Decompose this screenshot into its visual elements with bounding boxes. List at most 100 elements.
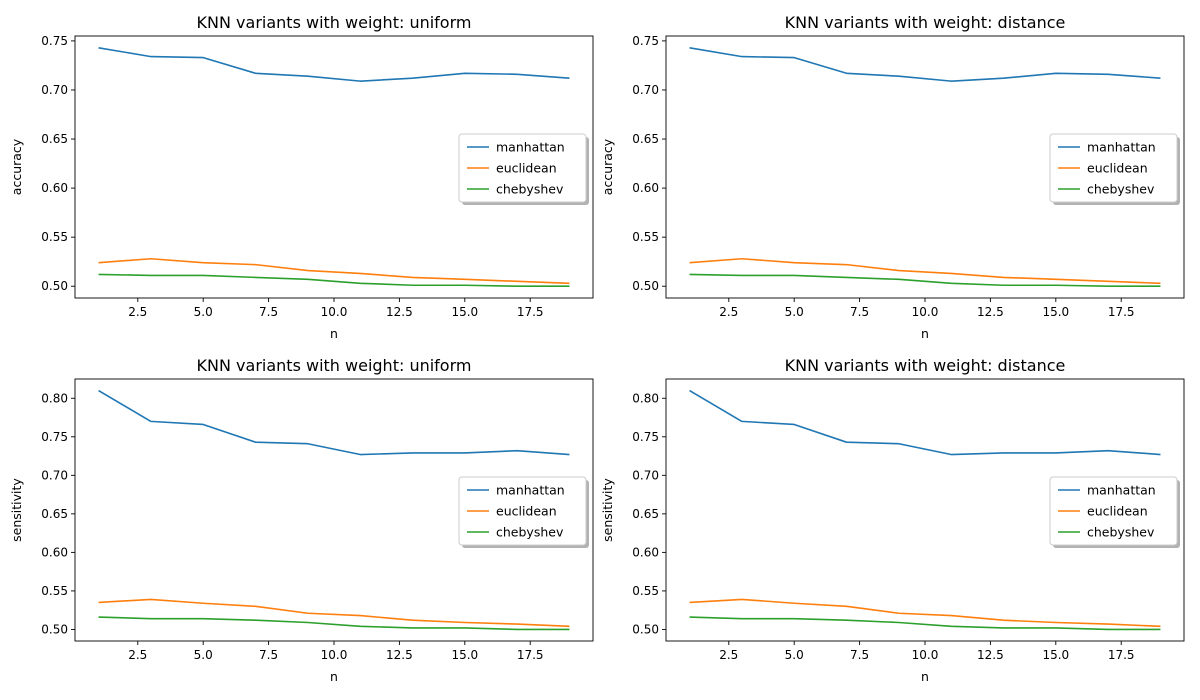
y-axis-label: accuracy <box>600 138 615 195</box>
series-line-chebyshev <box>689 616 1161 631</box>
series-line-euclidean <box>98 598 570 628</box>
x-tick-label: 5.0 <box>785 305 804 319</box>
y-tick-label: 0.50 <box>41 622 68 636</box>
series-line-manhattan <box>98 46 570 82</box>
series-line-chebyshev <box>98 616 570 631</box>
series-line-euclidean <box>689 598 1161 628</box>
x-tick-label: 5.0 <box>194 648 213 662</box>
x-tick-label: 15.0 <box>1042 648 1069 662</box>
x-tick-label: 15.0 <box>1042 305 1069 319</box>
chart-panel: KNN variants with weight: uniform 2.5 5.0 7… <box>9 13 594 341</box>
chart-title: KNN variants with weight: uniform <box>197 356 472 375</box>
y-tick-label: 0.60 <box>632 181 659 195</box>
x-tick-label: 2.5 <box>128 305 147 319</box>
x-tick-label: 17.5 <box>1108 648 1135 662</box>
legend-box <box>458 476 587 546</box>
x-tick-label: 17.5 <box>517 648 544 662</box>
x-axis-label: n <box>921 326 929 341</box>
y-tick-label: 0.55 <box>41 584 68 598</box>
x-tick-label: 7.5 <box>259 305 278 319</box>
chart-title: KNN variants with weight: uniform <box>197 13 472 32</box>
x-tick-label: 7.5 <box>259 648 278 662</box>
y-tick-label: 0.55 <box>632 584 659 598</box>
x-tick-label: 10.0 <box>321 305 348 319</box>
legend-box <box>1049 133 1178 203</box>
series-line-chebyshev <box>689 273 1161 288</box>
y-tick-label: 0.60 <box>41 181 68 195</box>
chart-title: KNN variants with weight: distance <box>785 13 1066 32</box>
y-tick-label: 0.50 <box>632 622 659 636</box>
x-axis-label: n <box>330 669 338 684</box>
x-tick-label: 15.0 <box>451 305 478 319</box>
x-tick-label: 5.0 <box>785 648 804 662</box>
legend-label-euclidean: euclidean <box>1087 161 1148 176</box>
y-tick-label: 0.70 <box>41 83 68 97</box>
y-tick-label: 0.50 <box>632 279 659 293</box>
y-axis-label: sensitivity <box>9 478 24 542</box>
y-tick-label: 0.55 <box>41 230 68 244</box>
legend-label-chebyshev: chebyshev <box>1087 182 1155 197</box>
legend-label-manhattan: manhattan <box>496 483 565 498</box>
legend-label-euclidean: euclidean <box>496 504 557 519</box>
x-tick-label: 2.5 <box>719 305 738 319</box>
y-tick-label: 0.60 <box>632 545 659 559</box>
y-tick-label: 0.70 <box>41 468 68 482</box>
y-tick-label: 0.60 <box>41 545 68 559</box>
x-tick-label: 17.5 <box>1108 305 1135 319</box>
legend-label-manhattan: manhattan <box>496 140 565 155</box>
x-tick-label: 10.0 <box>321 648 348 662</box>
y-axis-label: sensitivity <box>600 478 615 542</box>
y-tick-label: 0.65 <box>632 507 659 521</box>
y-tick-label: 0.75 <box>632 430 659 444</box>
x-tick-label: 17.5 <box>517 305 544 319</box>
chart-title: KNN variants with weight: distance <box>785 356 1066 375</box>
legend-label-euclidean: euclidean <box>1087 504 1148 519</box>
x-tick-label: 2.5 <box>128 648 147 662</box>
y-axis-label: accuracy <box>9 138 24 195</box>
series-line-manhattan <box>689 389 1161 456</box>
legend: manhattan euclidean chebyshev <box>1049 133 1180 205</box>
series-line-euclidean <box>98 257 570 285</box>
x-tick-label: 15.0 <box>451 648 478 662</box>
legend-box <box>1049 476 1178 546</box>
x-tick-label: 10.0 <box>912 305 939 319</box>
series-line-euclidean <box>689 257 1161 285</box>
legend: manhattan euclidean chebyshev <box>458 476 589 548</box>
legend-label-manhattan: manhattan <box>1087 483 1156 498</box>
x-tick-label: 12.5 <box>977 305 1004 319</box>
x-tick-label: 7.5 <box>850 648 869 662</box>
legend: manhattan euclidean chebyshev <box>458 133 589 205</box>
x-axis-label: n <box>921 669 929 684</box>
y-tick-label: 0.70 <box>632 468 659 482</box>
y-tick-label: 0.65 <box>632 132 659 146</box>
x-tick-label: 12.5 <box>386 648 413 662</box>
legend: manhattan euclidean chebyshev <box>1049 476 1180 548</box>
y-tick-label: 0.55 <box>632 230 659 244</box>
x-tick-label: 10.0 <box>912 648 939 662</box>
series-line-manhattan <box>689 46 1161 82</box>
y-tick-label: 0.80 <box>632 391 659 405</box>
y-tick-label: 0.70 <box>632 83 659 97</box>
y-tick-label: 0.50 <box>41 279 68 293</box>
legend-box <box>458 133 587 203</box>
x-tick-label: 5.0 <box>194 305 213 319</box>
legend-label-chebyshev: chebyshev <box>496 525 564 540</box>
x-tick-label: 2.5 <box>719 648 738 662</box>
legend-label-chebyshev: chebyshev <box>1087 525 1155 540</box>
y-tick-label: 0.75 <box>41 430 68 444</box>
series-line-manhattan <box>98 389 570 456</box>
series-line-chebyshev <box>98 273 570 288</box>
x-tick-label: 7.5 <box>850 305 869 319</box>
x-tick-label: 12.5 <box>386 305 413 319</box>
y-tick-label: 0.65 <box>41 132 68 146</box>
chart-panel: KNN variants with weight: distance 2.5 5.0… <box>600 13 1185 341</box>
legend-label-manhattan: manhattan <box>1087 140 1156 155</box>
y-tick-label: 0.75 <box>632 34 659 48</box>
legend-label-euclidean: euclidean <box>496 161 557 176</box>
chart-panel: KNN variants with weight: uniform 2.5 5.0 7… <box>9 356 594 684</box>
y-tick-label: 0.65 <box>41 507 68 521</box>
y-tick-label: 0.75 <box>41 34 68 48</box>
x-tick-label: 12.5 <box>977 648 1004 662</box>
chart-panel: KNN variants with weight: distance 2.5 5.0… <box>600 356 1185 684</box>
